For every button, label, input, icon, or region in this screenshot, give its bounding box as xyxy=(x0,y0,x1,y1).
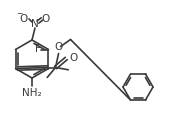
Text: O: O xyxy=(20,14,28,24)
Text: O: O xyxy=(42,14,50,24)
Text: −: − xyxy=(17,9,23,18)
Text: F: F xyxy=(35,44,41,53)
Text: NH₂: NH₂ xyxy=(22,88,42,98)
Text: O: O xyxy=(69,53,78,62)
Text: N: N xyxy=(31,19,39,29)
Text: O: O xyxy=(54,42,63,51)
